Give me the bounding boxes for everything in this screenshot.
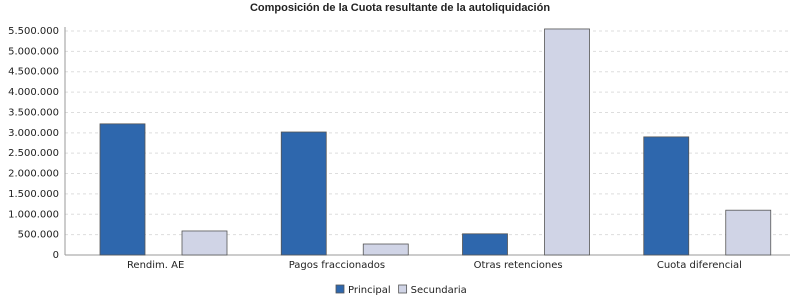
bar [725,209,772,256]
bar [181,230,228,256]
x-tick-label: Otras retenciones [474,260,563,271]
bar [544,28,590,256]
legend-label: Secundaria [411,285,467,296]
bar [462,233,508,256]
bar [643,136,690,256]
y-tick-label: 0 [53,250,59,261]
x-tick-label: Rendim. AE [127,260,184,271]
legend-swatch [335,284,345,294]
chart-title: Composición de la Cuota resultante de la… [250,2,550,14]
y-tick-label: 1.500.000 [8,189,59,200]
x-tick-label: Pagos fraccionados [289,260,385,271]
legend-swatch [398,284,408,294]
y-tick-label: 2.000.000 [8,169,59,180]
y-tick-label: 3.500.000 [8,107,59,118]
y-tick-label: 1.000.000 [8,209,59,220]
bar [362,243,409,256]
bar [280,131,327,256]
y-tick-label: 2.500.000 [8,148,59,159]
bar [99,123,146,256]
y-tick-label: 5.000.000 [8,46,59,57]
y-tick-label: 4.500.000 [8,67,59,78]
y-tick-label: 3.000.000 [8,128,59,139]
y-tick-label: 5.500.000 [8,26,59,37]
x-tick-label: Cuota diferencial [657,260,742,271]
legend-label: Principal [348,285,391,296]
y-tick-label: 500.000 [18,230,59,241]
y-tick-label: 4.000.000 [8,87,59,98]
